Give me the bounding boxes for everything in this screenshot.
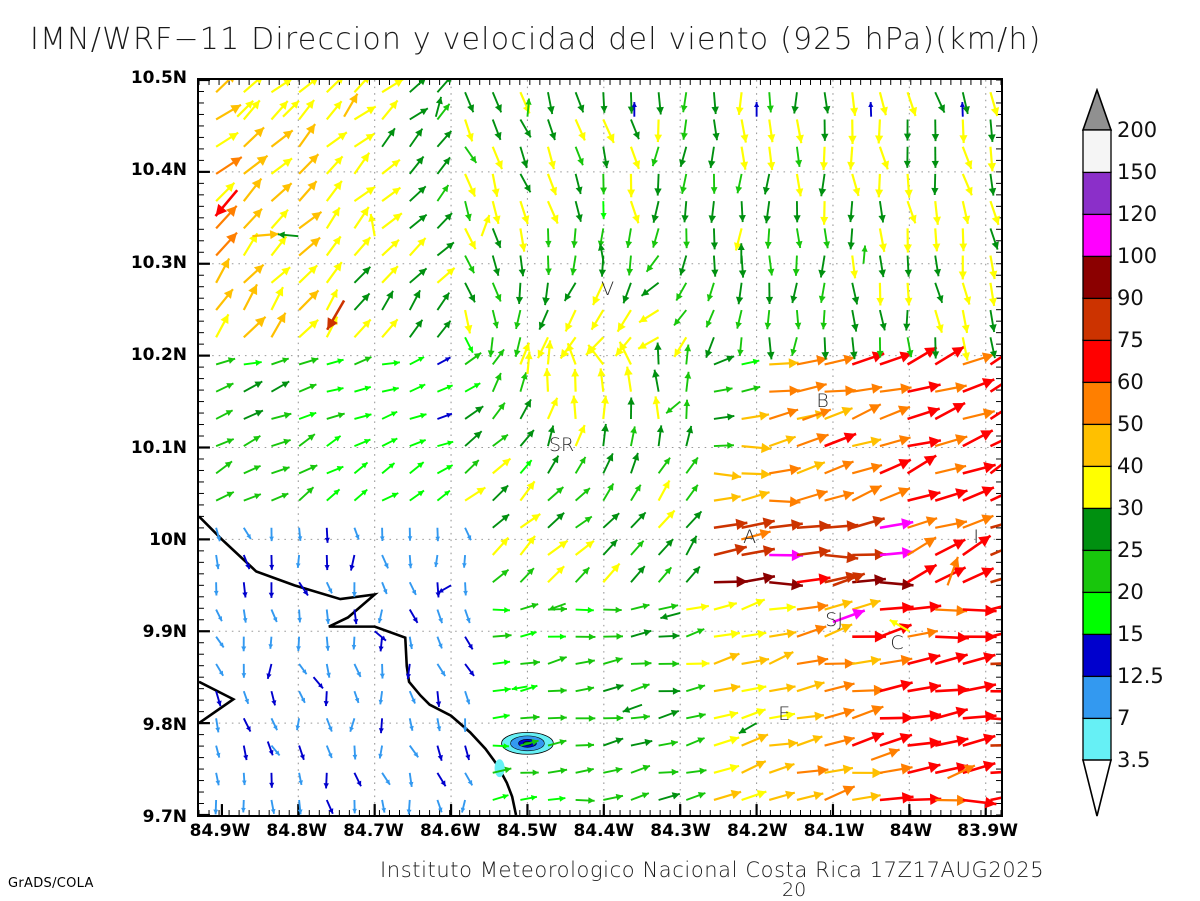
y-tick-label: 9.9N bbox=[143, 622, 187, 642]
colorbar-tick-label: 150 bbox=[1117, 160, 1157, 184]
colorbar-band bbox=[1083, 592, 1111, 634]
colorbar-band bbox=[1083, 676, 1111, 718]
colorbar-tick-label: 20 bbox=[1117, 580, 1144, 604]
colorbar-band bbox=[1083, 214, 1111, 256]
colorbar-band bbox=[1083, 550, 1111, 592]
map-label-a: A bbox=[743, 526, 756, 548]
colorbar-tick-label: 25 bbox=[1117, 538, 1144, 562]
colorbar-tick-label: 3.5 bbox=[1117, 748, 1150, 772]
map-label-i: I bbox=[973, 526, 979, 548]
x-tick-label: 84.5W bbox=[497, 821, 558, 841]
colorbar-tick-label: 15 bbox=[1117, 622, 1144, 646]
y-tick-label: 10.3N bbox=[131, 253, 187, 273]
colorbar-band bbox=[1083, 382, 1111, 424]
colorbar-tick-label: 7 bbox=[1117, 706, 1130, 730]
map-label-e: E bbox=[778, 703, 790, 725]
colorbar-band bbox=[1083, 340, 1111, 382]
colorbar-band bbox=[1083, 718, 1111, 760]
y-tick-label: 10.2N bbox=[131, 345, 187, 365]
colorbar-tick-label: 40 bbox=[1117, 454, 1144, 478]
grads-credit: GrADS/COLA bbox=[8, 876, 94, 891]
colorbar-tick-label: 90 bbox=[1117, 286, 1144, 310]
x-tick-label: 84.8W bbox=[266, 821, 327, 841]
colorbar-tick-label: 200 bbox=[1117, 118, 1157, 142]
map-place-labels: V SR B A I SJ C E bbox=[197, 78, 1003, 817]
map-label-v: V bbox=[601, 278, 614, 300]
colorbar-overflow-low bbox=[1083, 760, 1111, 816]
colorbar-tick-label: 100 bbox=[1117, 244, 1157, 268]
y-tick-label: 10.4N bbox=[131, 160, 187, 180]
y-tick-label: 9.8N bbox=[143, 715, 187, 735]
y-tick-label: 10N bbox=[149, 530, 187, 550]
colorbar-tick-label: 120 bbox=[1117, 202, 1157, 226]
x-tick-label: 84.6W bbox=[420, 821, 481, 841]
colorbar-band bbox=[1083, 172, 1111, 214]
colorbar-swatches bbox=[1077, 88, 1197, 818]
colorbar-tick-label: 60 bbox=[1117, 370, 1144, 394]
colorbar-tick-label: 50 bbox=[1117, 412, 1144, 436]
footer-subnumber: 20 bbox=[782, 879, 806, 901]
colorbar-band bbox=[1083, 508, 1111, 550]
colorbar-band bbox=[1083, 634, 1111, 676]
colorbar-band bbox=[1083, 466, 1111, 508]
colorbar-band bbox=[1083, 256, 1111, 298]
map-label-sr: SR bbox=[549, 434, 574, 456]
colorbar-band bbox=[1083, 130, 1111, 172]
colorbar[interactable]: 200 150 120 100 90 75 60 50 40 30 25 20 15 12.5 7 3.5 bbox=[1077, 88, 1197, 818]
x-tick-label: 83.9W bbox=[957, 821, 1018, 841]
colorbar-band bbox=[1083, 298, 1111, 340]
x-tick-label: 84.1W bbox=[804, 821, 865, 841]
y-tick-label: 9.7N bbox=[143, 807, 187, 827]
colorbar-overflow-high bbox=[1083, 90, 1111, 130]
colorbar-tick-label: 75 bbox=[1117, 328, 1144, 352]
y-tick-label: 10.1N bbox=[131, 438, 187, 458]
x-tick-label: 84.7W bbox=[343, 821, 404, 841]
y-tick-label: 10.5N bbox=[131, 68, 187, 88]
x-tick-label: 84.4W bbox=[573, 821, 634, 841]
colorbar-tick-label: 12.5 bbox=[1117, 664, 1164, 688]
x-tick-label: 84.9W bbox=[190, 821, 251, 841]
colorbar-band bbox=[1083, 424, 1111, 466]
x-tick-label: 84.3W bbox=[650, 821, 711, 841]
map-label-c: C bbox=[890, 632, 903, 654]
colorbar-tick-label: 30 bbox=[1117, 496, 1144, 520]
map-label-b: B bbox=[816, 390, 828, 412]
x-tick-label: 84W bbox=[890, 821, 932, 841]
x-tick-label: 84.2W bbox=[727, 821, 788, 841]
map-label-sj: SJ bbox=[825, 609, 843, 631]
footer-institution: Instituto Meteorologico Nacional Costa R… bbox=[380, 858, 1044, 882]
